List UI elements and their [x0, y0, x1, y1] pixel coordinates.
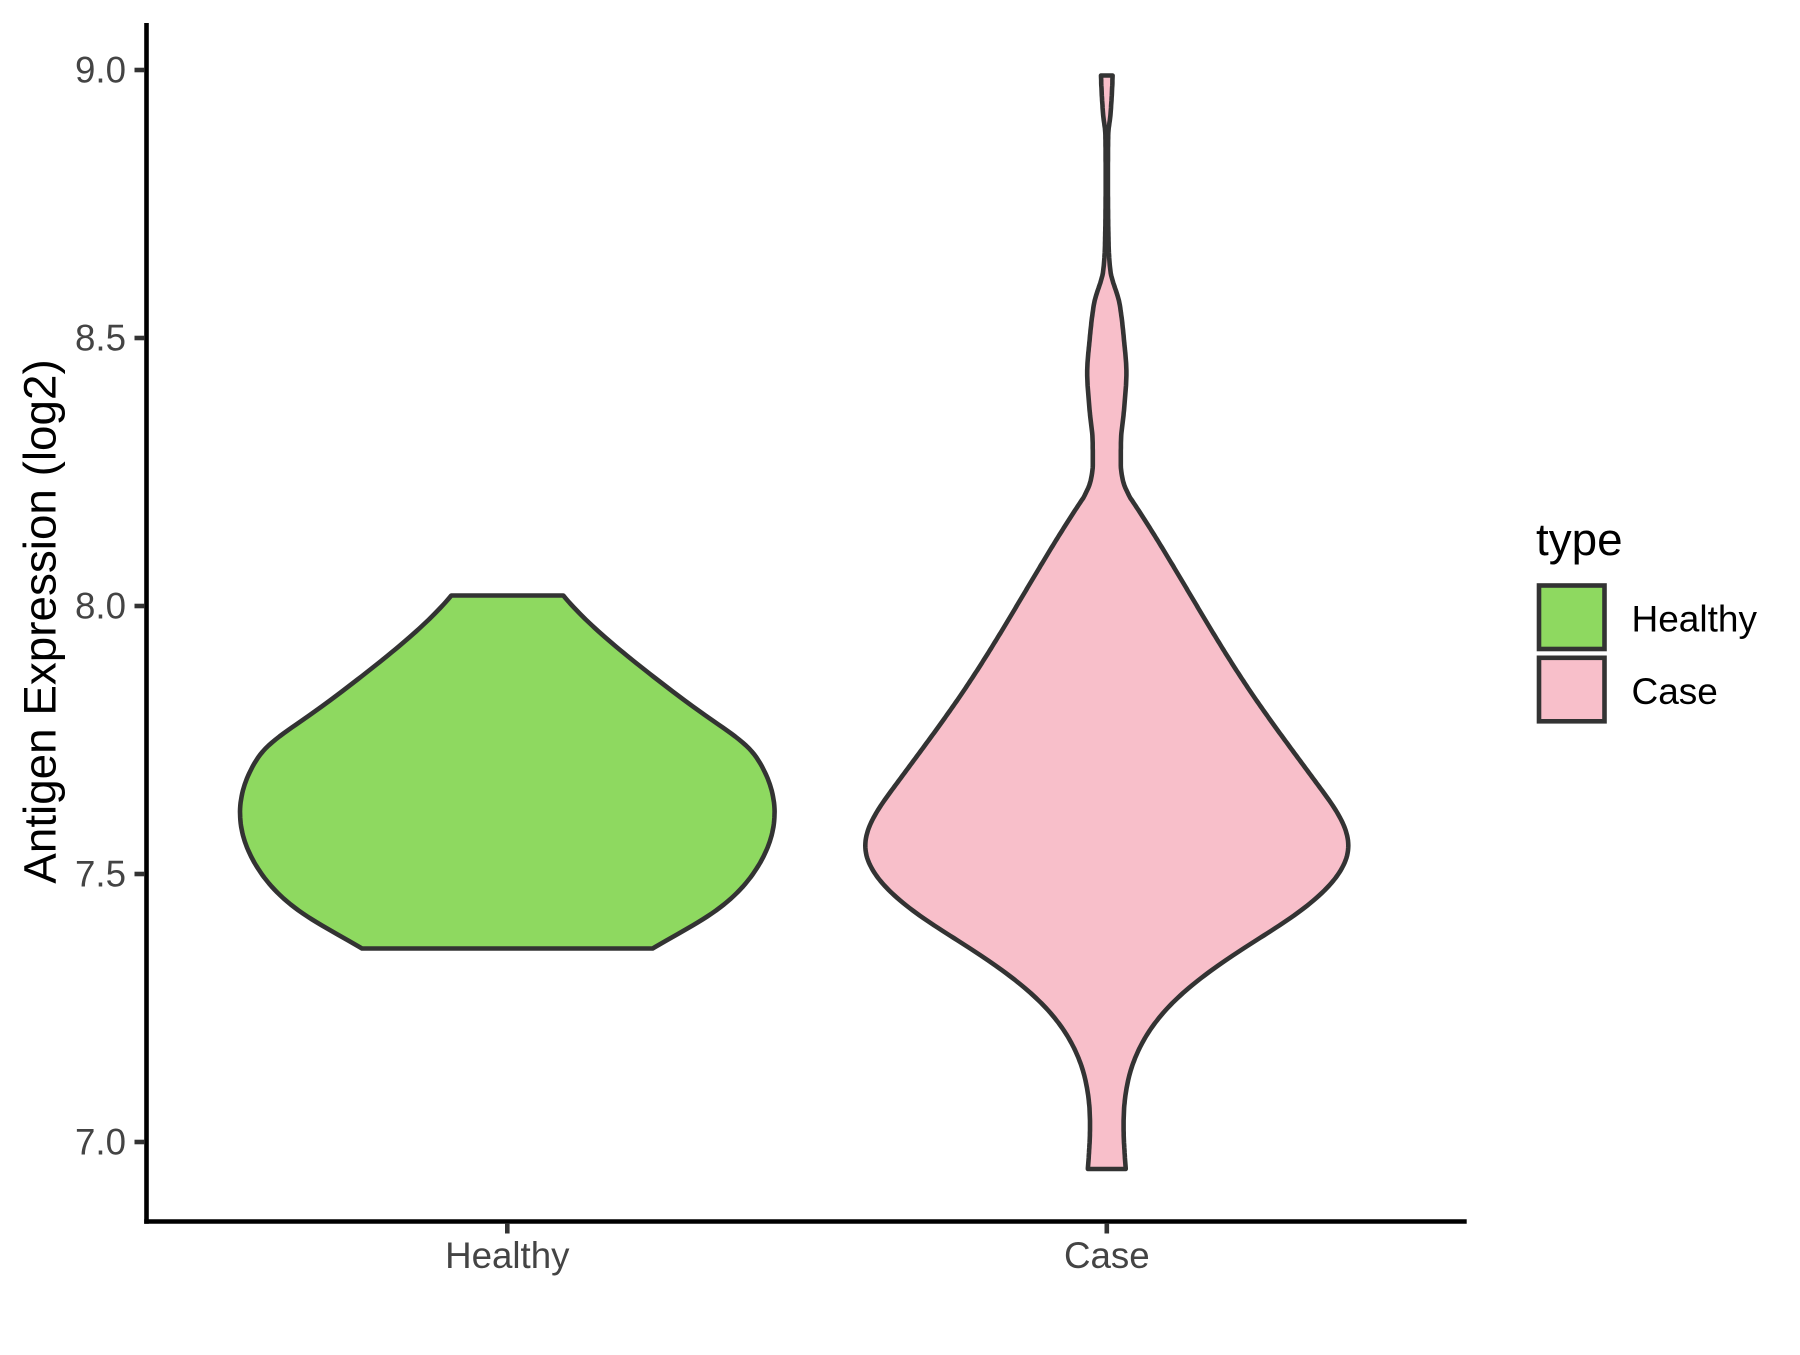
- svg-text:Healthy: Healthy: [445, 1235, 570, 1276]
- svg-text:Healthy: Healthy: [1632, 599, 1758, 640]
- svg-text:Case: Case: [1632, 671, 1718, 712]
- svg-text:Case: Case: [1064, 1235, 1150, 1276]
- svg-text:7.0: 7.0: [75, 1122, 126, 1163]
- svg-text:8.5: 8.5: [75, 318, 126, 359]
- svg-text:8.0: 8.0: [75, 586, 126, 627]
- svg-text:Antigen Expression (log2): Antigen Expression (log2): [15, 359, 66, 883]
- svg-text:type: type: [1536, 514, 1623, 565]
- svg-text:7.5: 7.5: [75, 854, 126, 895]
- svg-text:9.0: 9.0: [75, 50, 126, 91]
